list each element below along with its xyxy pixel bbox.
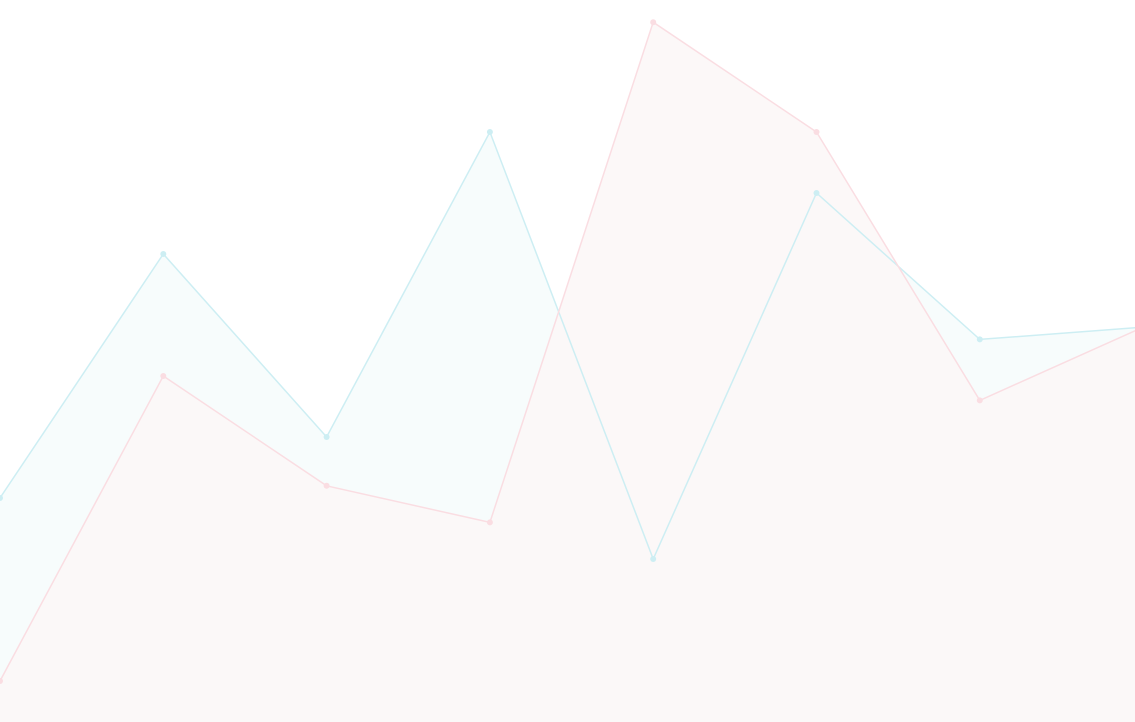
data-point-s2-0 [0, 678, 3, 684]
data-point-s1-2 [323, 434, 330, 440]
data-points [0, 19, 983, 684]
data-point-s1-1 [160, 251, 167, 257]
data-point-s1-6 [976, 336, 983, 343]
area-fills [0, 22, 1135, 722]
data-point-s2-4 [650, 19, 657, 26]
data-point-s1-3 [486, 129, 493, 135]
data-point-s2-3 [486, 519, 493, 526]
line-series-1 [0, 130, 1135, 561]
area-fill-series-2 [0, 22, 1135, 722]
data-point-s1-4 [650, 556, 657, 562]
line-series-2 [0, 21, 1135, 682]
data-point-s1-0 [0, 495, 3, 501]
data-point-s2-6 [976, 397, 983, 404]
data-point-s2-5 [813, 129, 820, 135]
series-lines [0, 21, 1135, 682]
data-point-s2-1 [160, 373, 167, 379]
data-point-s2-2 [323, 482, 330, 489]
data-point-s1-5 [813, 190, 820, 196]
